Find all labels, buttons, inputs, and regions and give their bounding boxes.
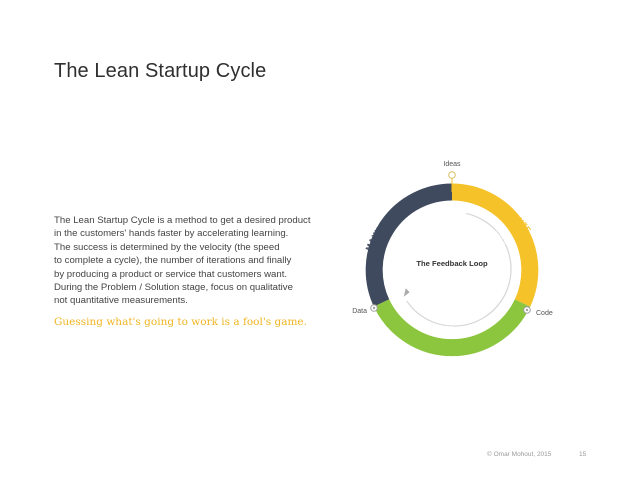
inner-loop-line	[406, 212, 512, 327]
body-line: to complete a cycle), the number of iter…	[54, 255, 292, 267]
slide-title: The Lean Startup Cycle	[54, 60, 267, 82]
code-node-dot	[525, 308, 529, 312]
data-label: Data	[352, 308, 367, 315]
code-label: Code	[536, 310, 553, 317]
body-line: not quantitative measurements.	[54, 295, 188, 307]
body-line: in the customers' hands faster by accele…	[54, 228, 289, 240]
body-line: by producing a product or service that c…	[54, 268, 288, 280]
ideas-label: Ideas	[443, 161, 461, 168]
build-segment	[451, 183, 539, 307]
ideas-node-icon	[448, 171, 456, 179]
body-line: The success is determined by the velocit…	[54, 241, 280, 253]
body-paragraph: The Lean Startup Cycle is a method to ge…	[54, 214, 311, 308]
body-line: During the Problem / Solution stage, foc…	[54, 282, 293, 294]
page-number: 15	[579, 451, 587, 458]
body-line: The Lean Startup Cycle is a method to ge…	[54, 215, 311, 226]
measure-segment	[373, 299, 531, 357]
learn-segment	[365, 183, 453, 307]
feedback-loop-diagram: LEARN BUILD MEASURE MAXIMIZE MINIMIZE QU…	[352, 161, 553, 357]
data-node-dot	[372, 306, 376, 310]
measure-label: MEASURE	[425, 320, 454, 332]
loop-arrow-icon	[403, 288, 410, 297]
feedback-loop-label: The Feedback Loop	[416, 259, 488, 268]
footer-credit: © Omar Mohout, 2015	[487, 451, 552, 458]
quote-text: Guessing what's going to work is a fool'…	[54, 316, 307, 328]
build-label: BUILD	[493, 230, 508, 246]
learn-label: LEARN	[389, 242, 402, 261]
